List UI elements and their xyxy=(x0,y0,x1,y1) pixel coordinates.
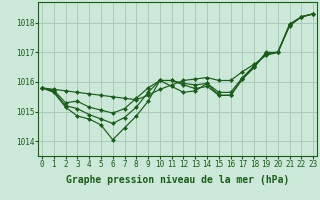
X-axis label: Graphe pression niveau de la mer (hPa): Graphe pression niveau de la mer (hPa) xyxy=(66,175,289,185)
